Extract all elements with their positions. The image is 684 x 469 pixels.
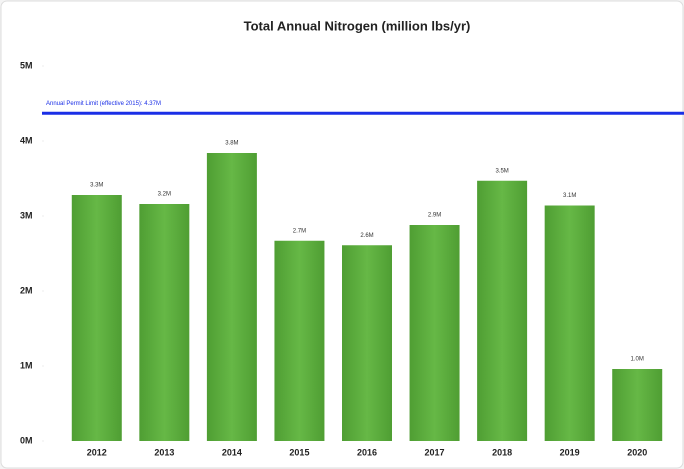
y-tick-label: 2M — [20, 285, 33, 295]
bar — [71, 195, 122, 441]
bar — [274, 240, 325, 441]
x-tick-label: 2015 — [289, 447, 309, 457]
bar — [342, 245, 392, 441]
y-tick-label: 3M — [20, 210, 33, 220]
x-tick-label: 2014 — [222, 447, 242, 457]
x-tick-label: 2017 — [425, 447, 445, 457]
bar — [206, 153, 257, 441]
value-label: 3.5M — [495, 168, 508, 174]
bar — [477, 180, 528, 441]
x-tick-label: 2016 — [357, 447, 377, 457]
value-label: 3.3M — [90, 183, 103, 189]
reference-label: Annual Permit Limit (effective 2015): 4.… — [46, 101, 161, 107]
value-label: 3.8M — [225, 141, 238, 147]
y-tick-label: 4M — [20, 135, 33, 145]
x-tick-label: 2020 — [627, 447, 647, 457]
y-tick-label: 1M — [20, 360, 33, 370]
value-label: 3.1M — [563, 193, 576, 199]
x-tick-label: 2019 — [560, 447, 580, 457]
bar — [612, 369, 663, 441]
x-tick-label: 2013 — [154, 447, 174, 457]
value-label: 2.9M — [428, 213, 441, 219]
value-label: 1.0M — [631, 357, 644, 363]
chart-title: Total Annual Nitrogen (million lbs/yr) — [244, 18, 471, 33]
value-label: 3.2M — [158, 192, 171, 198]
x-tick-label: 2018 — [492, 447, 512, 457]
value-label: 2.6M — [360, 233, 373, 239]
bar — [409, 225, 460, 441]
x-tick-label: 2012 — [87, 447, 107, 457]
value-label: 2.7M — [293, 228, 306, 234]
y-tick-label: 0M — [20, 435, 33, 445]
bar — [544, 205, 595, 441]
bar — [139, 204, 190, 441]
y-tick-label: 5M — [20, 60, 33, 70]
